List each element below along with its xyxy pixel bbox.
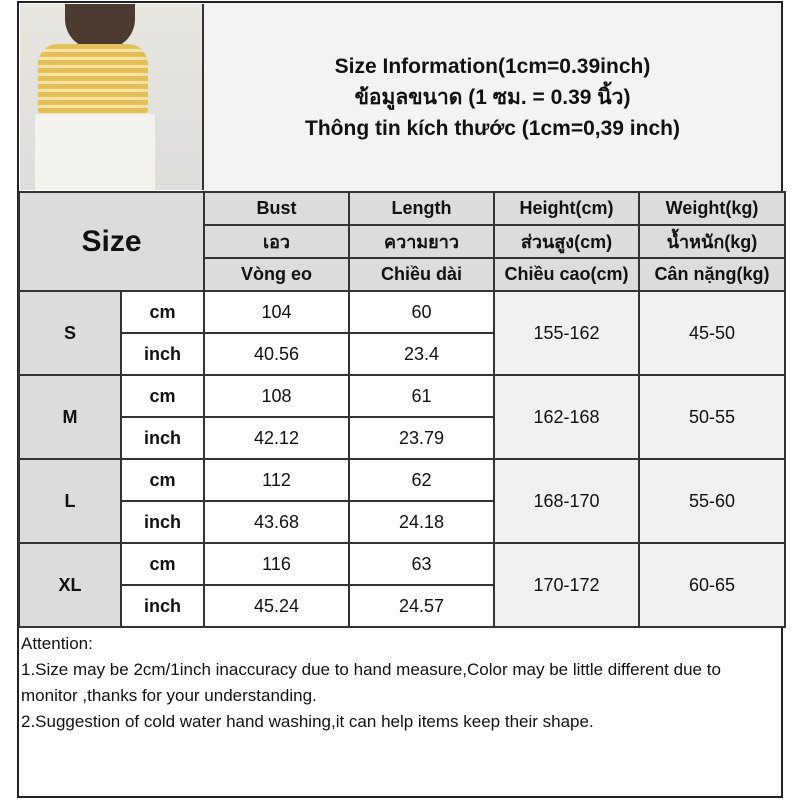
length-inch: 23.4 xyxy=(348,332,495,376)
bust-inch: 45.24 xyxy=(203,584,350,628)
col-bust-vi: Vòng eo xyxy=(203,257,350,292)
size-header: Size xyxy=(18,191,205,292)
weight-range: 55-60 xyxy=(638,458,786,544)
attention-note-2: 2.Suggestion of cold water hand washing,… xyxy=(21,712,594,731)
attention-note-1: 1.Size may be 2cm/1inch inaccuracy due t… xyxy=(21,660,721,705)
model-hair xyxy=(65,4,135,49)
weight-range: 60-65 xyxy=(638,542,786,628)
col-length-th: ความยาว xyxy=(348,224,495,259)
size-label: M xyxy=(18,374,122,460)
title-en: Size Information(1cm=0.39inch) xyxy=(334,54,651,78)
bust-inch: 40.56 xyxy=(203,332,350,376)
col-length: Length xyxy=(348,191,495,226)
length-cm: 61 xyxy=(348,374,495,418)
header-row-vi: Vòng eo Chiều dài Chiều cao(cm) Cân nặng… xyxy=(19,257,786,292)
attention-notes: Attention: 1.Size may be 2cm/1inch inacc… xyxy=(21,631,779,735)
unit-cm: cm xyxy=(120,374,205,418)
length-cm: 63 xyxy=(348,542,495,586)
table-row: inch 43.68 24.18 xyxy=(19,500,785,544)
bust-inch: 42.12 xyxy=(203,416,350,460)
title-vi: Thông tin kích thước (1cm=0,39 inch) xyxy=(305,116,680,140)
length-inch: 23.79 xyxy=(348,416,495,460)
header-row-en: Size Bust Length Height(cm) Weight(kg) xyxy=(18,191,786,292)
header-row-th: เอว ความยาว ส่วนสูง(cm) น้ำหนัก(kg) xyxy=(19,224,786,259)
size-label: XL xyxy=(18,542,122,628)
unit-cm: cm xyxy=(120,542,205,586)
unit-inch: inch xyxy=(120,332,205,376)
unit-inch: inch xyxy=(120,416,205,460)
attention-heading: Attention: xyxy=(21,634,93,653)
col-height: Height(cm) xyxy=(493,191,640,226)
size-chart: Size Information(1cm=0.39inch) ข้อมูลขนา… xyxy=(17,1,786,798)
size-label: L xyxy=(18,458,122,544)
table-row: XL cm 116 63 170-172 60-65 xyxy=(18,542,786,628)
height-range: 155-162 xyxy=(493,290,640,376)
product-photo xyxy=(20,4,204,190)
bust-cm: 112 xyxy=(203,458,350,502)
length-inch: 24.18 xyxy=(348,500,495,544)
bust-cm: 104 xyxy=(203,290,350,334)
length-inch: 24.57 xyxy=(348,584,495,628)
col-length-vi: Chiều dài xyxy=(348,257,495,292)
unit-cm: cm xyxy=(120,458,205,502)
white-skirt xyxy=(35,114,155,190)
table-row: S cm 104 60 155-162 45-50 xyxy=(18,290,786,376)
table-row: inch 45.24 24.57 xyxy=(19,584,785,628)
col-weight: Weight(kg) xyxy=(638,191,786,226)
height-range: 168-170 xyxy=(493,458,640,544)
col-weight-th: น้ำหนัก(kg) xyxy=(638,224,786,259)
table-row: inch 40.56 23.4 xyxy=(19,332,785,376)
height-range: 162-168 xyxy=(493,374,640,460)
bust-cm: 116 xyxy=(203,542,350,586)
col-bust: Bust xyxy=(203,191,350,226)
striped-tshirt xyxy=(38,44,148,114)
unit-inch: inch xyxy=(120,584,205,628)
weight-range: 50-55 xyxy=(638,374,786,460)
col-weight-vi: Cân nặng(kg) xyxy=(638,257,786,292)
table-row: inch 42.12 23.79 xyxy=(19,416,785,460)
table-row: L cm 112 62 168-170 55-60 xyxy=(18,458,786,544)
size-table: Size Bust Length Height(cm) Weight(kg) เ… xyxy=(18,191,786,628)
col-height-th: ส่วนสูง(cm) xyxy=(493,224,640,259)
col-height-vi: Chiều cao(cm) xyxy=(493,257,640,292)
bust-inch: 43.68 xyxy=(203,500,350,544)
bust-cm: 108 xyxy=(203,374,350,418)
col-bust-th: เอว xyxy=(203,224,350,259)
weight-range: 45-50 xyxy=(638,290,786,376)
table-row: M cm 108 61 162-168 50-55 xyxy=(18,374,786,460)
unit-cm: cm xyxy=(120,290,205,334)
unit-inch: inch xyxy=(120,500,205,544)
height-range: 170-172 xyxy=(493,542,640,628)
size-info-title: Size Information(1cm=0.39inch) ข้อมูลขนา… xyxy=(204,3,781,191)
length-cm: 60 xyxy=(348,290,495,334)
size-label: S xyxy=(18,290,122,376)
length-cm: 62 xyxy=(348,458,495,502)
title-th: ข้อมูลขนาด (1 ซม. = 0.39 นิ้ว) xyxy=(354,85,631,109)
